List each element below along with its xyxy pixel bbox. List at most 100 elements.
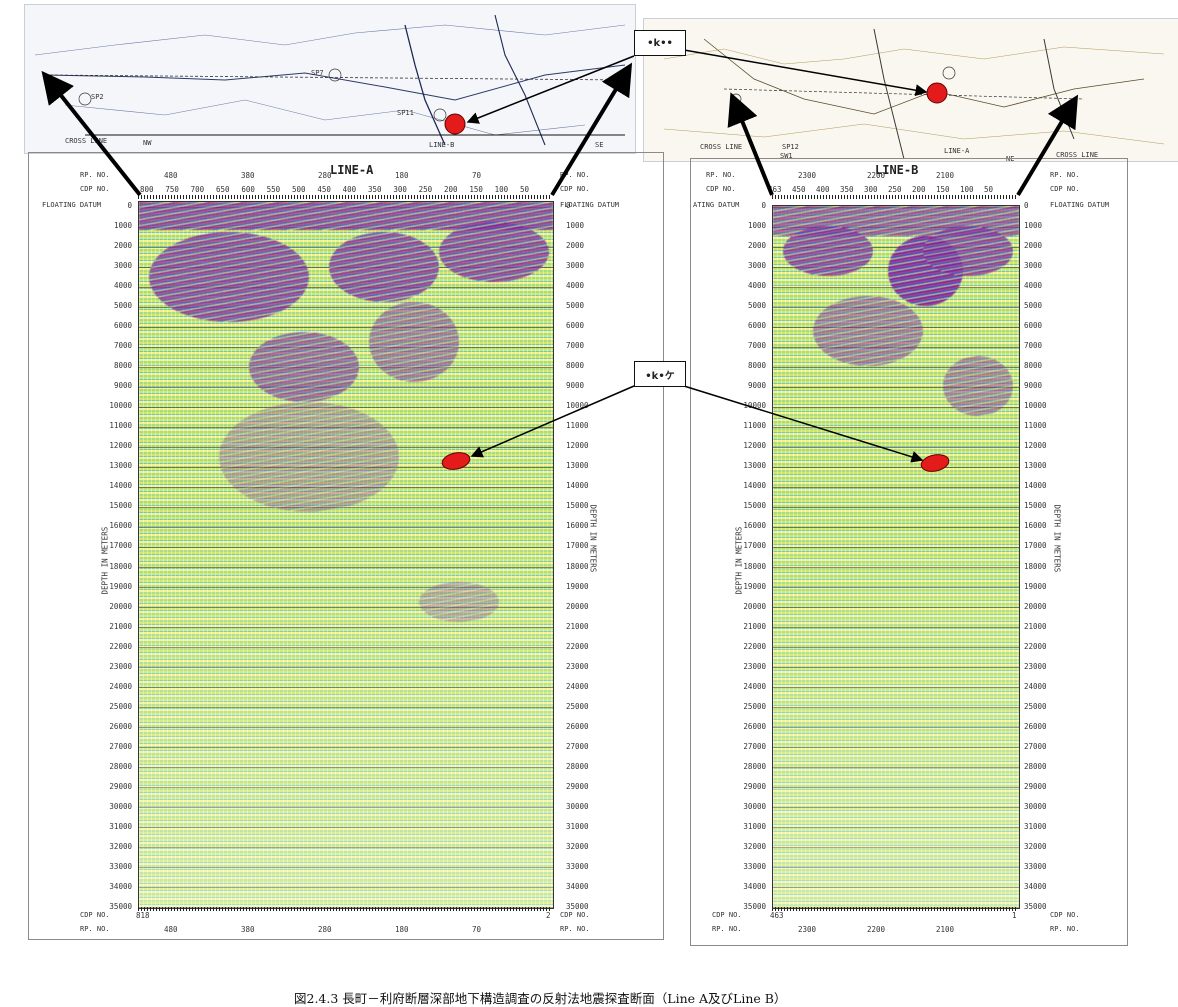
line-a-depth-tick: 5000 <box>566 301 585 311</box>
line-b-cdp-tick: 300 <box>864 185 878 194</box>
line-b-depth-tick: 24000 <box>1024 681 1047 691</box>
line-a-rp-bottom-tick: 70 <box>472 925 482 934</box>
line-a-cdp-tick: 250 <box>418 185 433 194</box>
line-a-depth-tick: 12000 <box>566 441 589 451</box>
line-b-depth-tick: 34000 <box>1024 881 1047 891</box>
line-b-depth-tick: 5000 <box>747 301 766 311</box>
line-a-rp-bottom-tick: 380 <box>241 925 255 934</box>
line-b-depth-tick: 20000 <box>743 601 766 611</box>
line-b-amplitude-zone <box>783 226 873 276</box>
line-a-depth-tick: 29000 <box>109 781 132 791</box>
line-a-datum-label-right: FLOATING DATUM <box>560 201 620 209</box>
line-b-depth-tick: 28000 <box>1024 761 1047 771</box>
line-a-depth-tick: 32000 <box>109 841 132 851</box>
line-b-depth-tick: 1000 <box>1024 221 1043 231</box>
line-a-depth-tick: 9000 <box>566 381 585 391</box>
line-a-depth-tick: 1000 <box>566 221 585 231</box>
line-b-depth-tick: 9000 <box>1024 381 1043 391</box>
line-a-cdp-tick: 750 <box>165 185 179 194</box>
line-b-rp-bottom-tick: 2100 <box>936 925 955 934</box>
line-b-depth-tick: 33000 <box>1024 861 1047 871</box>
map-label-cross-line-b: CROSS LINE <box>700 143 743 151</box>
line-a-cdp-tick: 100 <box>494 185 509 194</box>
line-a-cdp-label: CDP NO. <box>80 185 110 193</box>
location-map-line-a: CROSS LINE LINE-B SP2 SP7 SP11 NW SE LD <box>24 4 636 154</box>
line-a-rp-tick: 180 <box>395 171 409 180</box>
line-a-depth-tick: 28000 <box>566 761 589 771</box>
map-label-sp2: SP2 <box>91 93 104 101</box>
line-b-cdp-label-bottom-right: CDP NO. <box>1050 911 1080 919</box>
line-a-depth-tick: 35000 <box>109 902 132 911</box>
line-b-depth-tick: 18000 <box>743 561 766 571</box>
line-b-depth-tick: 22000 <box>743 641 766 651</box>
line-b-depth-tick: 17000 <box>1024 541 1047 551</box>
line-a-depth-tick: 4000 <box>566 281 585 291</box>
line-a-rp-label-right: RP. NO. <box>560 171 590 179</box>
line-b-title: LINE-B <box>875 163 919 177</box>
map-label-line-b: LINE-B <box>429 141 455 149</box>
line-b-depth-tick: 2000 <box>1024 241 1043 251</box>
line-a-depth-tick: 26000 <box>109 721 132 731</box>
line-a-cdp-tick: 550 <box>266 185 281 194</box>
line-a-depth-tick: 7000 <box>566 341 585 351</box>
line-a-depth-tick: 23000 <box>566 661 589 671</box>
map-label-nw: NW <box>143 139 152 147</box>
line-a-cdp-bottom-tick: 818 <box>136 911 150 920</box>
line-a-depth-tick: 30000 <box>109 801 132 811</box>
line-a-cdp-bottom-tick: 2 <box>546 911 551 920</box>
line-b-depth-tick: 0 <box>1024 201 1029 210</box>
line-a-depth-tick: 8000 <box>566 361 585 371</box>
line-b-depth-tick: 21000 <box>743 621 766 631</box>
line-a-rp-tick: 70 <box>472 171 482 180</box>
line-b-rp-bottom-tick: 2200 <box>867 925 886 934</box>
line-a-depth-tick: 17000 <box>109 541 132 551</box>
line-b-depth-tick: 16000 <box>1024 521 1047 531</box>
line-a-depth-tick: 32000 <box>566 841 589 851</box>
line-a-amplitude-zone <box>439 222 549 282</box>
line-a-depth-tick: 6000 <box>566 321 585 331</box>
line-a-depth-tick: 22000 <box>566 641 589 651</box>
line-b-depth-tick: 17000 <box>743 541 766 551</box>
line-b-depth-tick: 14000 <box>1024 481 1047 491</box>
line-b-depth-tick: 21000 <box>1024 621 1047 631</box>
line-b-rp-bottom-tick: 2300 <box>798 925 817 934</box>
line-a-rp-label: RP. NO. <box>80 171 110 179</box>
line-a-depth-tick: 20000 <box>566 601 589 611</box>
line-b-depth-tick: 19000 <box>743 581 766 591</box>
line-a-cdp-label-bottom-right: CDP NO. <box>560 911 590 919</box>
line-b-depth-tick: 5000 <box>1024 301 1043 311</box>
line-a-depth-label-right: DEPTH IN METERS <box>588 504 598 573</box>
line-a-rp-tick: 380 <box>241 171 255 180</box>
line-a-depth-tick: 8000 <box>113 361 132 371</box>
line-a-amplitude-zone <box>329 232 439 302</box>
line-a-cdp-tick: 500 <box>292 185 306 194</box>
line-b-depth-tick: 3000 <box>747 261 766 271</box>
line-b-rp-tick: 2200 <box>867 171 886 180</box>
line-b-depth-tick: 13000 <box>743 461 766 471</box>
line-b-cdp-tick: 100 <box>960 185 974 194</box>
line-a-depth-tick: 3000 <box>113 261 132 271</box>
line-b-seismic-section <box>772 205 1020 909</box>
line-b-depth-tick: 4000 <box>1024 281 1043 291</box>
line-a-depth-tick: 34000 <box>109 881 132 891</box>
line-a-depth-tick: 4000 <box>113 281 132 291</box>
line-a-cdp-tick: 450 <box>317 185 331 194</box>
line-a-tick-strip-bottom <box>138 907 552 911</box>
line-a-cdp-tick: 400 <box>342 185 357 194</box>
line-a-cdp-tick: 300 <box>393 185 407 194</box>
line-a-depth-tick: 20000 <box>109 601 132 611</box>
line-b-depth-tick: 15000 <box>1024 501 1047 511</box>
line-a-depth-tick: 31000 <box>109 821 132 831</box>
line-a-depth-tick: 24000 <box>109 681 132 691</box>
line-b-depth-tick: 15000 <box>743 501 766 511</box>
line-a-cdp-tick: 650 <box>216 185 230 194</box>
line-b-depth-tick: 30000 <box>1024 801 1047 811</box>
line-b-cdp-label-bottom: CDP NO. <box>712 911 742 919</box>
line-a-cdp-label-right: CDP NO. <box>560 185 590 193</box>
line-a-datum-label: FLOATING DATUM <box>42 201 102 209</box>
line-b-depth-tick: 8000 <box>1024 361 1043 371</box>
line-a-depth-tick: 2000 <box>113 241 132 251</box>
line-b-depth-tick: 6000 <box>1024 321 1043 331</box>
line-a-depth-tick: 9000 <box>113 381 132 391</box>
line-a-depth-tick: 1000 <box>113 221 132 231</box>
